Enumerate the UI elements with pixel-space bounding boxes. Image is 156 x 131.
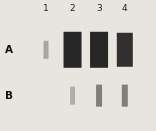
Text: 2: 2 [70,4,75,13]
Text: B: B [5,91,13,101]
Text: 3: 3 [96,4,102,13]
Text: 4: 4 [122,4,128,13]
Text: A: A [5,45,13,55]
Text: 1: 1 [43,4,49,13]
FancyBboxPatch shape [117,33,133,67]
FancyBboxPatch shape [96,85,102,107]
FancyBboxPatch shape [63,32,82,68]
FancyBboxPatch shape [90,32,108,68]
FancyBboxPatch shape [122,85,128,107]
FancyBboxPatch shape [44,41,49,59]
FancyBboxPatch shape [70,87,75,105]
